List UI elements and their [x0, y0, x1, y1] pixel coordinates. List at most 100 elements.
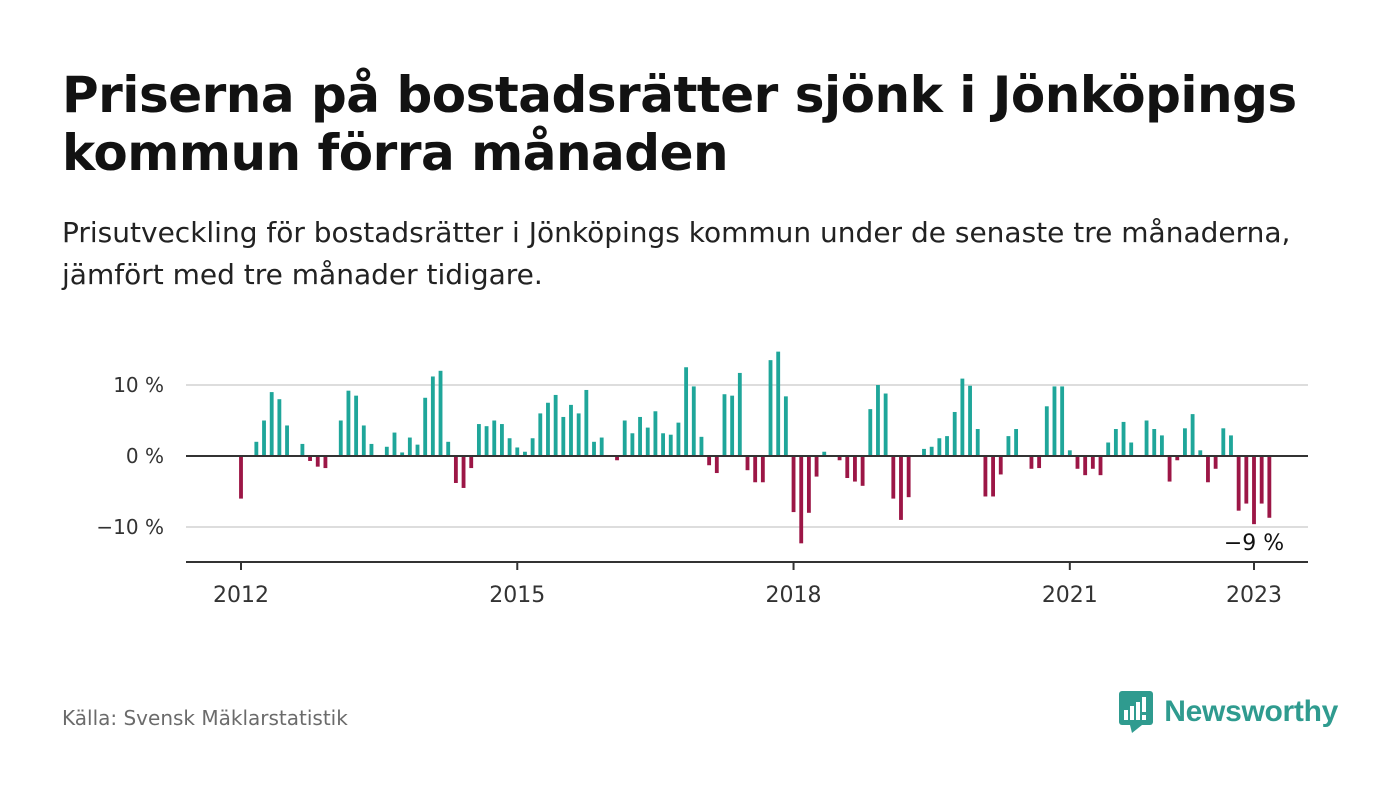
bar-negative	[814, 456, 819, 477]
bar-negative	[453, 456, 458, 483]
bar-positive	[975, 429, 980, 456]
bar-negative	[991, 456, 995, 497]
annotations: −9 %	[1221, 528, 1287, 559]
bar-positive	[661, 433, 666, 456]
bar-negative	[714, 456, 719, 474]
bar-positive	[653, 411, 658, 456]
bar-positive	[1229, 435, 1233, 456]
bar-positive	[530, 438, 535, 456]
bar-negative	[791, 456, 796, 513]
bar-positive	[262, 420, 266, 456]
bar-positive	[277, 399, 282, 456]
bar-positive	[400, 452, 405, 456]
bar-negative	[469, 456, 474, 469]
bar-positive	[254, 441, 259, 456]
y-tick-label: 0 %	[126, 444, 164, 468]
bar-positive	[1183, 428, 1187, 456]
bar-negative	[806, 456, 811, 513]
source-credit: Källa: Svensk Mäklarstatistik	[62, 706, 348, 730]
bar-positive	[592, 441, 596, 456]
bar-positive	[576, 413, 581, 456]
bar-positive	[507, 438, 512, 456]
bar-negative	[837, 456, 842, 461]
bar-positive	[822, 451, 827, 456]
bar-positive	[1152, 429, 1157, 456]
bar-positive	[1121, 421, 1126, 456]
bar-positive	[338, 420, 343, 456]
y-tick-label: 10 %	[113, 373, 164, 397]
bar-positive	[684, 367, 689, 456]
bar-positive	[384, 446, 389, 456]
x-axis: 2012 2015 2018 2021 2023	[186, 561, 1308, 608]
bar-positive	[346, 390, 351, 456]
bar-positive	[1106, 442, 1111, 456]
bar-negative	[983, 456, 988, 497]
bar-positive	[668, 434, 673, 456]
bar-positive	[523, 451, 527, 456]
x-tick-label: 2023	[1226, 583, 1282, 608]
bar-positive	[500, 424, 504, 456]
bar-positive	[446, 441, 451, 456]
bar-negative	[1175, 456, 1180, 461]
bar-positive	[730, 395, 735, 456]
bar-negative	[799, 456, 804, 544]
bar-positive	[423, 397, 428, 456]
bar-negative	[461, 456, 466, 488]
y-axis-ticks: 10 % 0 % −10 %	[96, 373, 164, 539]
bar-chart: 10 % 0 % −10 % 2012 2015 2018 2021 2023 −9 %	[96, 351, 1308, 608]
bar-negative	[315, 456, 320, 467]
bar-positive	[737, 372, 742, 456]
bar-negative	[760, 456, 765, 483]
bar-positive	[546, 402, 550, 456]
bar-positive	[538, 413, 543, 456]
bar-negative	[1029, 456, 1034, 469]
x-tick-label: 2012	[213, 583, 269, 608]
bar-positive	[883, 393, 888, 456]
bar-positive	[722, 394, 727, 456]
bar-negative	[707, 456, 712, 466]
bar-positive	[361, 425, 366, 456]
bar-positive	[285, 425, 289, 456]
gridlines	[186, 384, 1308, 528]
bar-positive	[1067, 450, 1072, 456]
brand-name: Newsworthy	[1164, 695, 1338, 728]
bar-positive	[1198, 450, 1203, 456]
bar-positive	[945, 436, 949, 456]
newsworthy-logo-icon	[1119, 691, 1154, 733]
last-value-label: −9 %	[1224, 531, 1284, 556]
bar-positive	[369, 443, 374, 456]
bar-negative	[323, 456, 328, 469]
bar-positive	[1014, 429, 1019, 456]
bar-positive	[676, 422, 681, 456]
bar-positive	[776, 351, 781, 456]
bar-negative	[1267, 456, 1272, 518]
bar-positive	[937, 438, 942, 456]
chart-title: Priserna på bostadsrätter sjönk i Jönköp…	[62, 66, 1297, 182]
bar-positive	[1052, 386, 1057, 456]
bar-positive	[630, 433, 635, 456]
bar-positive	[876, 385, 880, 456]
bar-positive	[1129, 442, 1134, 456]
bar-negative	[1206, 456, 1210, 483]
bar-negative	[998, 456, 1003, 475]
bars	[186, 351, 1308, 544]
bar-negative	[308, 456, 312, 461]
bar-negative	[239, 456, 243, 499]
bar-positive	[1144, 420, 1149, 456]
bar-positive	[553, 394, 558, 456]
bar-positive	[922, 448, 926, 456]
bar-positive	[392, 432, 397, 456]
bar-positive	[569, 404, 573, 456]
bar-negative	[1037, 456, 1042, 469]
bar-positive	[960, 378, 965, 456]
bar-negative	[1252, 456, 1256, 525]
bar-negative	[1075, 456, 1080, 469]
bar-positive	[1006, 436, 1011, 456]
bar-positive	[768, 360, 773, 456]
bar-positive	[1060, 386, 1065, 456]
bar-positive	[599, 437, 604, 456]
bar-negative	[745, 456, 750, 471]
bar-positive	[438, 370, 443, 456]
bar-negative	[753, 456, 758, 483]
y-tick-label: −10 %	[96, 515, 164, 539]
